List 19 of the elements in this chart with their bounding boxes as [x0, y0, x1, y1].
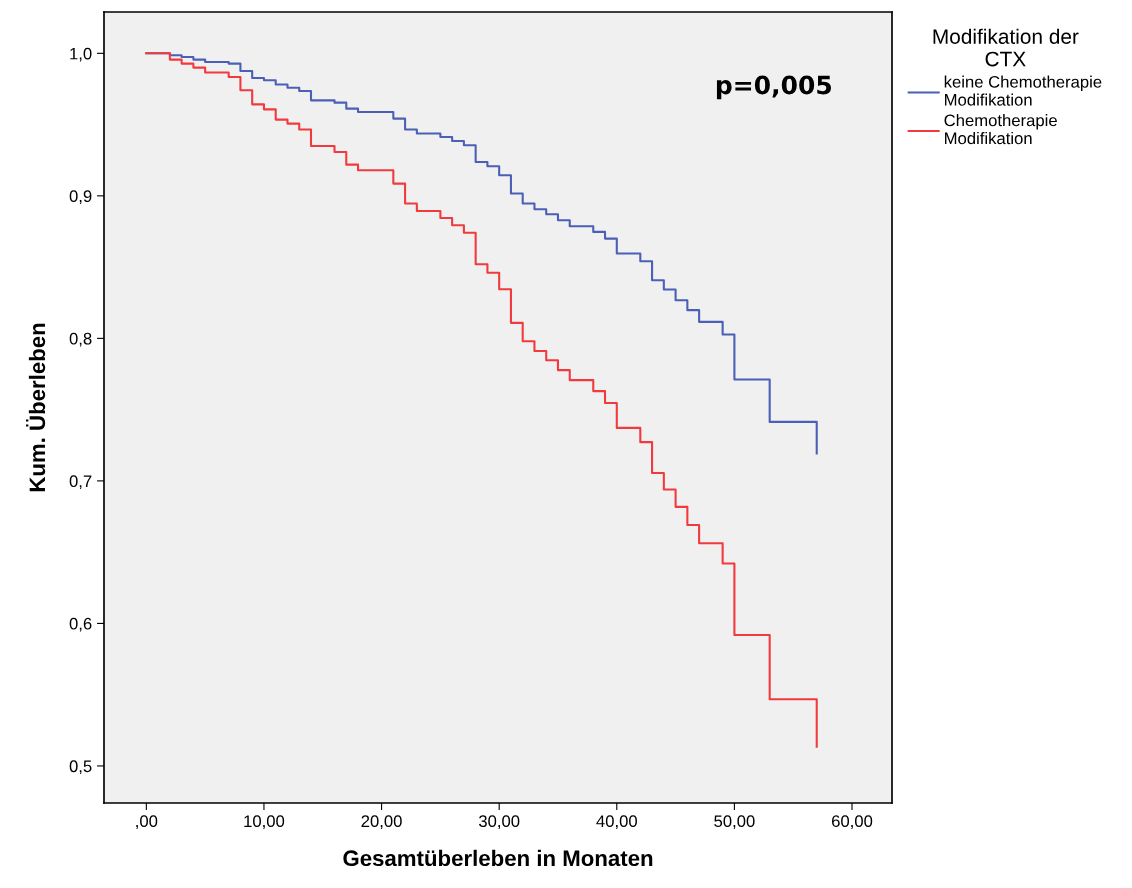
x-tick-label: 60,00	[832, 815, 873, 830]
x-tick-label: ,00	[136, 815, 158, 830]
legend-label: Chemotherapie Modifikation	[944, 114, 1057, 145]
y-tick-label: 1,0	[70, 47, 92, 62]
y-tick-label: 0,8	[69, 332, 92, 347]
x-tick-label: 50,00	[714, 815, 755, 830]
x-tick-label: 20,00	[361, 815, 402, 830]
x-axis-title: Gesamtüberleben in Monaten	[343, 849, 653, 867]
y-tick-label: 0,6	[69, 617, 92, 632]
y-axis-title: Kum. Überleben	[25, 323, 46, 492]
y-tick-label: 0,7	[69, 475, 92, 490]
x-tick-label: 10,00	[244, 815, 285, 830]
annotation: p=0,005	[716, 75, 832, 100]
y-tick-label: 0,9	[69, 190, 92, 205]
legend-title: Modifikation der CTX	[933, 28, 1079, 67]
legend-label: keine Chemotherapie Modifikation	[944, 75, 1102, 106]
x-tick-label: 40,00	[596, 815, 637, 830]
x-tick-label: 30,00	[478, 815, 520, 830]
y-tick-label: 0,5	[69, 760, 92, 775]
